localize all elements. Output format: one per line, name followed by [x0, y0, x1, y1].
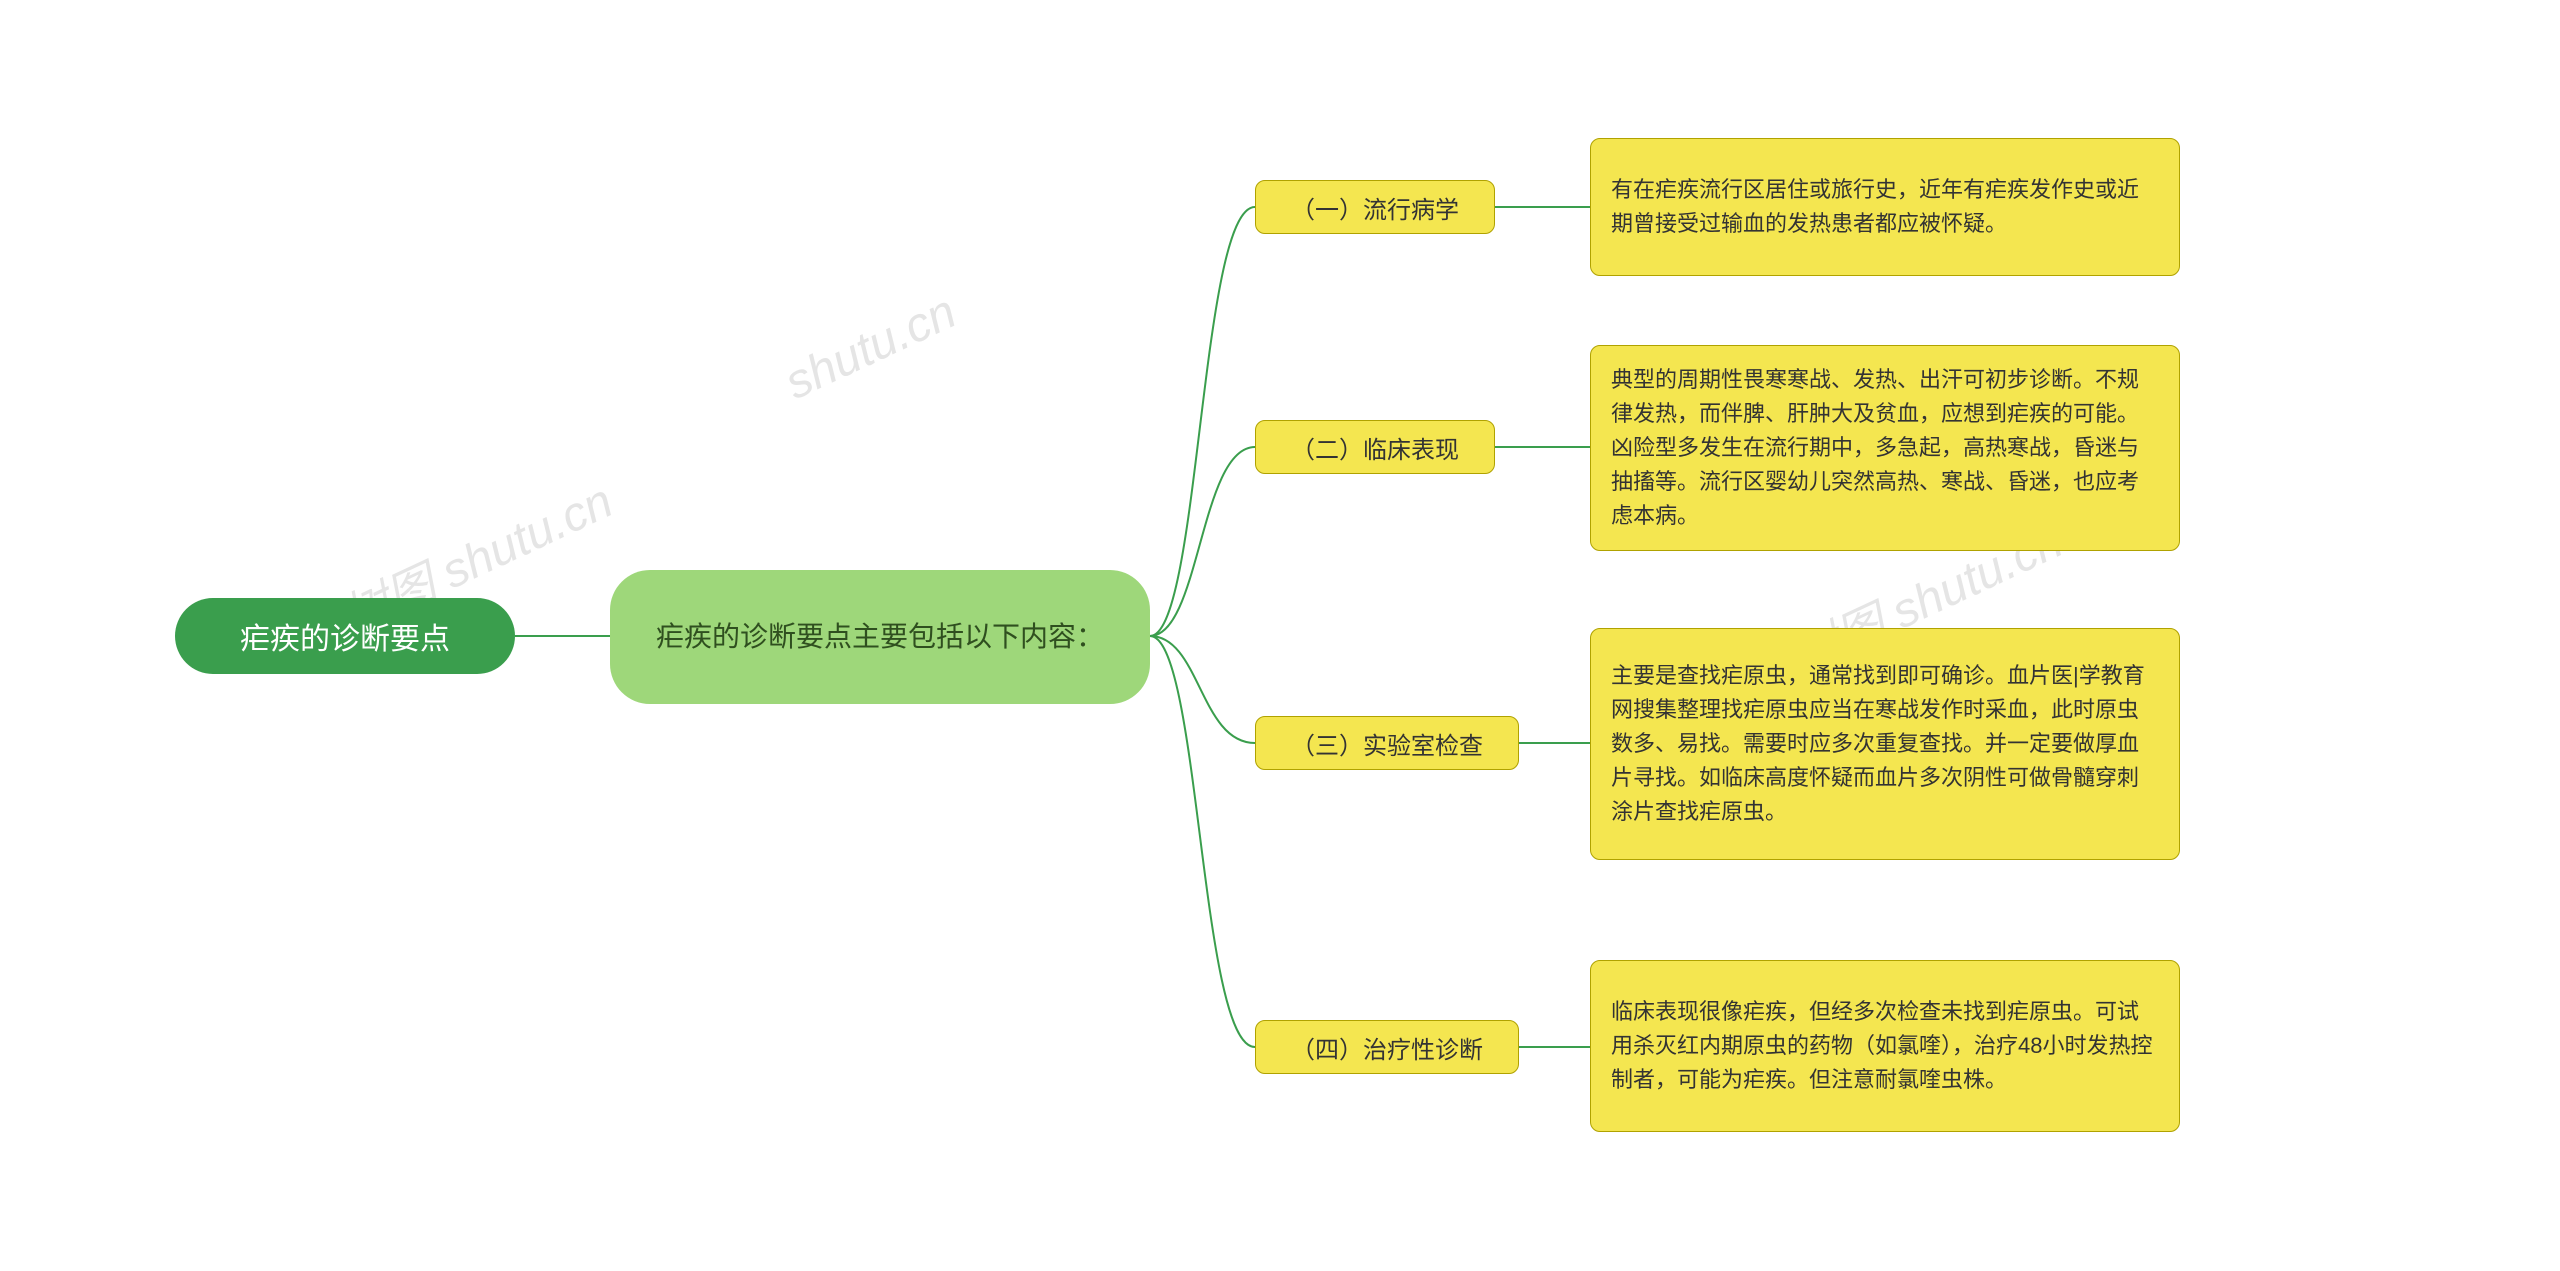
branch-label-text: （一）流行病学 — [1291, 190, 1459, 225]
branch-label-text: （二）临床表现 — [1291, 430, 1459, 465]
level1-node: 疟疾的诊断要点主要包括以下内容： — [610, 570, 1150, 704]
branch-detail-text: 主要是查找疟原虫，通常找到即可确诊。血片医|学教育网搜集整理找疟原虫应当在寒战发… — [1611, 659, 2159, 829]
watermark-2: shutu.cn — [777, 284, 965, 411]
mindmap-canvas: 树图 shutu.cn shutu.cn 树图 shutu.cn 疟疾的诊断要点… — [0, 0, 2560, 1271]
branch-detail-3: 临床表现很像疟疾，但经多次检查未找到疟原虫。可试用杀灭红内期原虫的药物（如氯喹）… — [1590, 960, 2180, 1132]
branch-detail-text: 典型的周期性畏寒寒战、发热、出汗可初步诊断。不规律发热，而伴脾、肝肿大及贫血，应… — [1611, 363, 2159, 533]
branch-detail-2: 主要是查找疟原虫，通常找到即可确诊。血片医|学教育网搜集整理找疟原虫应当在寒战发… — [1590, 628, 2180, 860]
branch-label-text: （四）治疗性诊断 — [1291, 1030, 1483, 1065]
branch-label-3: （四）治疗性诊断 — [1255, 1020, 1519, 1074]
branch-label-1: （二）临床表现 — [1255, 420, 1495, 474]
branch-detail-text: 临床表现很像疟疾，但经多次检查未找到疟原虫。可试用杀灭红内期原虫的药物（如氯喹）… — [1611, 995, 2159, 1097]
branch-label-text: （三）实验室检查 — [1291, 726, 1483, 761]
branch-detail-0: 有在疟疾流行区居住或旅行史，近年有疟疾发作史或近期曾接受过输血的发热患者都应被怀… — [1590, 138, 2180, 276]
branch-detail-text: 有在疟疾流行区居住或旅行史，近年有疟疾发作史或近期曾接受过输血的发热患者都应被怀… — [1611, 173, 2159, 241]
root-node: 疟疾的诊断要点 — [175, 598, 515, 674]
root-text: 疟疾的诊断要点 — [240, 614, 450, 658]
level1-text: 疟疾的诊断要点主要包括以下内容： — [656, 615, 1104, 658]
branch-label-2: （三）实验室检查 — [1255, 716, 1519, 770]
branch-label-0: （一）流行病学 — [1255, 180, 1495, 234]
branch-detail-1: 典型的周期性畏寒寒战、发热、出汗可初步诊断。不规律发热，而伴脾、肝肿大及贫血，应… — [1590, 345, 2180, 551]
